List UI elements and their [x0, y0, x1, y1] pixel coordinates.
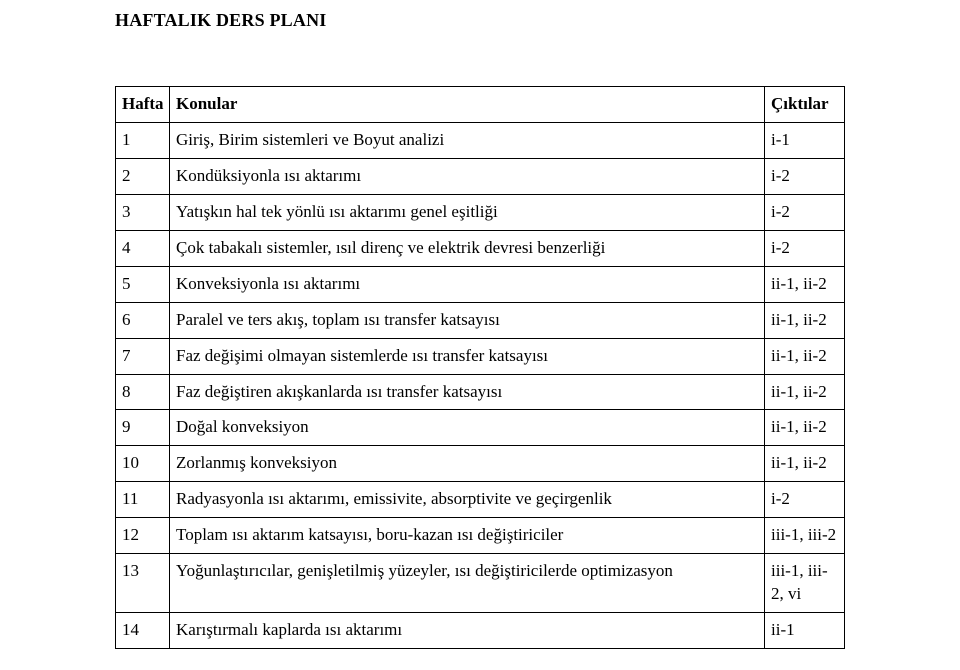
- cell-outcome: i-2: [765, 482, 845, 518]
- cell-topic: Karıştırmalı kaplarda ısı aktarımı: [170, 613, 765, 649]
- cell-outcome: ii-1, ii-2: [765, 410, 845, 446]
- cell-week: 8: [116, 374, 170, 410]
- table-row: 11 Radyasyonla ısı aktarımı, emissivite,…: [116, 482, 845, 518]
- weekly-plan-table: Hafta Konular Çıktılar 1 Giriş, Birim si…: [115, 86, 845, 649]
- table-row: 7 Faz değişimi olmayan sistemlerde ısı t…: [116, 338, 845, 374]
- cell-topic: Doğal konveksiyon: [170, 410, 765, 446]
- table-row: 9 Doğal konveksiyon ii-1, ii-2: [116, 410, 845, 446]
- cell-week: 5: [116, 266, 170, 302]
- cell-topic: Konveksiyonla ısı aktarımı: [170, 266, 765, 302]
- cell-outcome: ii-1, ii-2: [765, 446, 845, 482]
- table-row: 1 Giriş, Birim sistemleri ve Boyut anali…: [116, 122, 845, 158]
- cell-outcome: i-2: [765, 194, 845, 230]
- cell-topic: Çok tabakalı sistemler, ısıl direnç ve e…: [170, 230, 765, 266]
- cell-topic: Faz değişimi olmayan sistemlerde ısı tra…: [170, 338, 765, 374]
- table-row: 2 Kondüksiyonla ısı aktarımı i-2: [116, 158, 845, 194]
- cell-topic: Zorlanmış konveksiyon: [170, 446, 765, 482]
- cell-topic: Faz değiştiren akışkanlarda ısı transfer…: [170, 374, 765, 410]
- cell-week: 14: [116, 613, 170, 649]
- cell-week: 13: [116, 554, 170, 613]
- cell-outcome: ii-1, ii-2: [765, 338, 845, 374]
- cell-week: 2: [116, 158, 170, 194]
- cell-topic: Toplam ısı aktarım katsayısı, boru-kazan…: [170, 518, 765, 554]
- cell-week: 10: [116, 446, 170, 482]
- table-row: 12 Toplam ısı aktarım katsayısı, boru-ka…: [116, 518, 845, 554]
- cell-topic: Radyasyonla ısı aktarımı, emissivite, ab…: [170, 482, 765, 518]
- page-title: HAFTALIK DERS PLANI: [115, 10, 845, 31]
- cell-topic: Giriş, Birim sistemleri ve Boyut analizi: [170, 122, 765, 158]
- cell-outcome: i-1: [765, 122, 845, 158]
- cell-topic: Yatışkın hal tek yönlü ısı aktarımı gene…: [170, 194, 765, 230]
- cell-week: 4: [116, 230, 170, 266]
- cell-week: 11: [116, 482, 170, 518]
- cell-week: 12: [116, 518, 170, 554]
- cell-outcome: ii-1, ii-2: [765, 266, 845, 302]
- table-row: 3 Yatışkın hal tek yönlü ısı aktarımı ge…: [116, 194, 845, 230]
- cell-week: 3: [116, 194, 170, 230]
- cell-week: 6: [116, 302, 170, 338]
- table-row: 4 Çok tabakalı sistemler, ısıl direnç ve…: [116, 230, 845, 266]
- cell-topic: Yoğunlaştırıcılar, genişletilmiş yüzeyle…: [170, 554, 765, 613]
- cell-week: 7: [116, 338, 170, 374]
- table-row: 8 Faz değiştiren akışkanlarda ısı transf…: [116, 374, 845, 410]
- cell-outcome: iii-1, iii-2: [765, 518, 845, 554]
- col-header-outcome: Çıktılar: [765, 87, 845, 123]
- col-header-week: Hafta: [116, 87, 170, 123]
- document-page: HAFTALIK DERS PLANI Hafta Konular Çıktıl…: [0, 0, 960, 670]
- cell-week: 1: [116, 122, 170, 158]
- cell-outcome: ii-1: [765, 613, 845, 649]
- table-body: 1 Giriş, Birim sistemleri ve Boyut anali…: [116, 122, 845, 648]
- cell-outcome: iii-1, iii-2, vi: [765, 554, 845, 613]
- table-row: 6 Paralel ve ters akış, toplam ısı trans…: [116, 302, 845, 338]
- table-header-row: Hafta Konular Çıktılar: [116, 87, 845, 123]
- cell-topic: Kondüksiyonla ısı aktarımı: [170, 158, 765, 194]
- cell-outcome: i-2: [765, 230, 845, 266]
- cell-topic: Paralel ve ters akış, toplam ısı transfe…: [170, 302, 765, 338]
- col-header-topic: Konular: [170, 87, 765, 123]
- cell-outcome: i-2: [765, 158, 845, 194]
- cell-week: 9: [116, 410, 170, 446]
- table-row: 14 Karıştırmalı kaplarda ısı aktarımı ii…: [116, 613, 845, 649]
- cell-outcome: ii-1, ii-2: [765, 374, 845, 410]
- cell-outcome: ii-1, ii-2: [765, 302, 845, 338]
- table-row: 5 Konveksiyonla ısı aktarımı ii-1, ii-2: [116, 266, 845, 302]
- table-row: 13 Yoğunlaştırıcılar, genişletilmiş yüze…: [116, 554, 845, 613]
- table-row: 10 Zorlanmış konveksiyon ii-1, ii-2: [116, 446, 845, 482]
